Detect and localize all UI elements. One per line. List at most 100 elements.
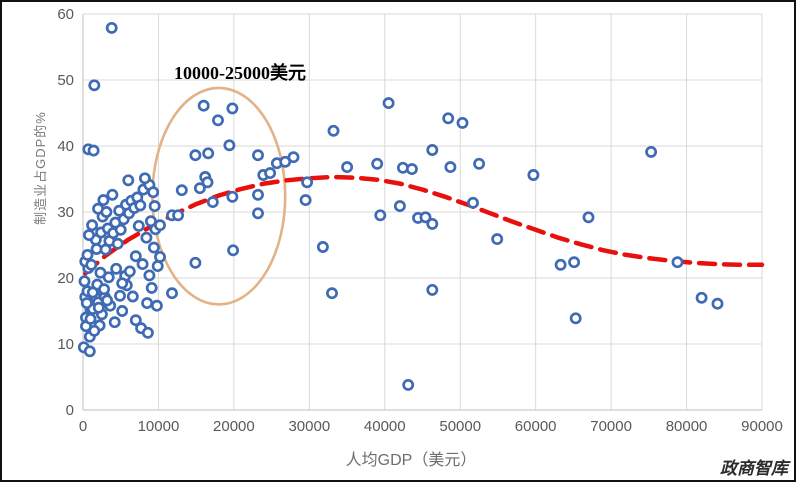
data-point [426,144,439,156]
data-point [126,290,139,303]
data-point [100,206,113,218]
y-tick-label: 0 [66,402,74,419]
y-tick-label: 50 [57,72,74,89]
data-point [201,176,214,189]
data-point [92,301,105,314]
data-point [202,147,215,160]
x-tick-label: 90000 [741,418,783,435]
data-point [227,244,240,257]
data-point [141,326,154,339]
data-point [97,194,110,207]
data-point [426,283,439,296]
data-point [189,149,202,162]
data-point [111,237,124,250]
data-point [189,256,202,269]
data-point [252,188,264,201]
data-point [132,219,145,232]
data-point [134,199,147,212]
data-point [327,124,340,137]
data-point [147,186,160,199]
data-point [226,102,239,115]
data-point [94,266,107,279]
annotation-label: 10000-25000美元 [174,63,306,83]
data-point [80,297,93,310]
data-point [252,149,264,162]
data-point [105,21,118,34]
data-point [83,345,96,358]
data-point [568,256,581,269]
data-point [98,283,111,296]
data-point [88,79,101,92]
data-point [582,211,595,224]
data-point [86,286,99,299]
data-point [108,316,121,329]
y-tick-label: 10 [57,336,74,353]
data-point [86,219,99,232]
data-point [252,207,264,220]
data-point [81,248,94,261]
data-point [264,167,277,180]
data-point [419,211,432,224]
y-tick-label: 40 [57,138,74,155]
x-tick-label: 70000 [590,418,632,435]
data-point [316,241,329,253]
data-point [106,188,119,201]
data-point [695,291,708,304]
y-axis-title: 制造业占GDP的% [33,111,48,225]
data-point [326,287,338,300]
data-point [123,265,136,278]
watermark: 政商智库 [720,459,788,478]
data-point [148,200,161,213]
data-point [491,233,504,246]
data-point [301,176,314,189]
data-point [287,151,300,164]
data-point [147,241,160,254]
data-point [444,161,457,174]
data-point [711,297,724,310]
data-point [85,258,98,271]
data-point [299,194,312,207]
x-tick-label: 50000 [439,418,481,435]
data-point [172,209,185,222]
y-tick-label: 60 [57,6,74,23]
data-point [151,260,164,273]
data-point [87,144,100,157]
data-point [83,229,95,242]
data-point [193,182,206,195]
data-point [206,196,219,209]
x-tick-label: 40000 [364,418,406,435]
data-point [341,161,354,174]
data-point [197,99,210,112]
x-tick-label: 30000 [288,418,330,435]
x-tick-label: 10000 [138,418,180,435]
data-point [122,174,135,187]
data-point [129,250,142,263]
data-point [129,314,142,327]
data-point [382,97,395,110]
data-point [554,258,567,271]
data-point [226,190,239,203]
data-point [645,145,658,158]
data-point [467,196,479,209]
data-point [141,297,154,310]
data-point [426,217,439,230]
data-point [116,305,129,317]
data-point [138,172,151,185]
data-point [140,231,153,244]
data-point [78,275,91,288]
data-point [569,312,582,325]
data-point [116,277,129,290]
data-point [154,219,166,232]
data-point [371,157,384,170]
data-point [84,312,97,325]
data-point [671,256,684,269]
x-tick-label: 80000 [666,418,708,435]
data-point [101,294,114,307]
data-point [150,299,163,312]
data-point [145,281,158,294]
y-tick-label: 20 [57,270,74,287]
data-point [473,157,486,170]
x-tick-label: 60000 [515,418,557,435]
